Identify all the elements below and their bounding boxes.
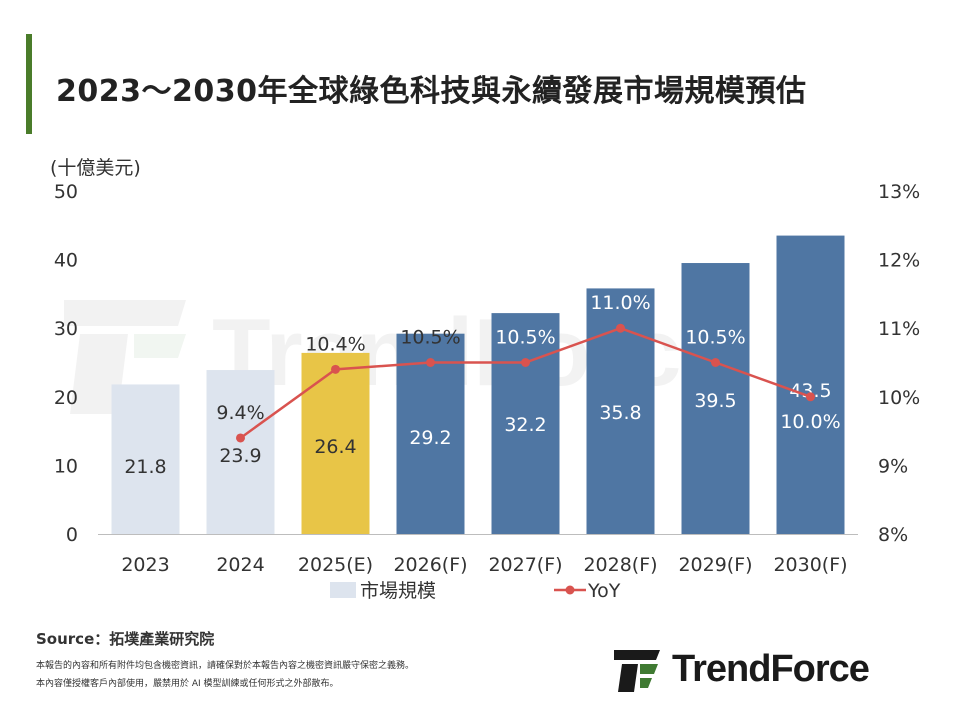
yoy-point xyxy=(426,358,435,367)
source-label: Source：拓墣產業研究院 xyxy=(36,630,215,648)
x-tick-label: 2027(F) xyxy=(488,554,562,576)
chart: TrendForce (十億美元) 0 10 20 30 40 50 8% 9% 10% 11% 12%… xyxy=(50,157,920,602)
y-axis-label: (十億美元) xyxy=(50,157,141,179)
bar xyxy=(111,384,180,534)
bar-value-label: 23.9 xyxy=(219,445,261,467)
y2-tick-label: 12% xyxy=(878,250,920,272)
page-title: 2023～2030年全球綠色科技與永續發展市場規模預估 xyxy=(56,74,807,109)
y2-tick-label: 9% xyxy=(878,455,908,477)
trendforce-logo: TrendForce xyxy=(612,646,932,696)
x-tick-label: 2029(F) xyxy=(678,554,752,576)
legend-label-line: YoY xyxy=(587,580,621,602)
yoy-point xyxy=(711,358,720,367)
title-accent-bar xyxy=(26,34,32,134)
y-tick-label: 20 xyxy=(54,387,78,409)
bar xyxy=(491,313,560,534)
trendforce-logo-text: TrendForce xyxy=(672,648,870,690)
trendforce-logo-icon xyxy=(614,650,660,692)
x-tick-label: 2024 xyxy=(216,554,264,576)
watermark-icon xyxy=(64,300,186,326)
legend-swatch-bar xyxy=(330,582,356,598)
yoy-point xyxy=(521,358,530,367)
y-tick-label: 30 xyxy=(54,318,78,340)
watermark-icon xyxy=(134,334,186,358)
bar xyxy=(396,333,465,534)
x-tick-label: 2026(F) xyxy=(393,554,467,576)
bar xyxy=(301,352,370,534)
yoy-value-label: 10.0% xyxy=(780,411,840,433)
y-tick-label: 40 xyxy=(54,250,78,272)
yoy-value-label: 10.5% xyxy=(495,327,555,349)
yoy-value-label: 10.5% xyxy=(400,327,460,349)
bar-value-label: 29.2 xyxy=(409,427,451,449)
x-tick-label: 2025(E) xyxy=(298,554,373,576)
bar-value-label: 39.5 xyxy=(694,390,736,412)
bar xyxy=(776,235,845,534)
x-tick-label: 2030(F) xyxy=(773,554,847,576)
legend-label-bar: 市場規模 xyxy=(360,580,436,602)
yoy-point xyxy=(331,364,340,374)
bar-value-label: 32.2 xyxy=(504,414,546,436)
yoy-point xyxy=(616,323,625,333)
y2-tick-label: 8% xyxy=(878,524,908,546)
bar-value-label: 21.8 xyxy=(124,456,166,478)
bar-value-label: 43.5 xyxy=(789,380,831,402)
y2-tick-label: 10% xyxy=(878,387,920,409)
bar-value-label: 26.4 xyxy=(314,436,356,458)
legend-swatch-point xyxy=(565,585,575,595)
y-tick-label: 10 xyxy=(54,455,78,477)
watermark-text: TrendForce xyxy=(212,299,735,406)
x-tick-label: 2028(F) xyxy=(583,554,657,576)
y2-tick-label: 11% xyxy=(878,318,920,340)
bar xyxy=(206,370,275,534)
disclaimer-line-2: 本內容僅授權客戶內部使用，嚴禁用於 AI 模型訓練或任何形式之外部散布。 xyxy=(36,679,339,689)
x-tick-label: 2023 xyxy=(121,554,169,576)
yoy-point xyxy=(806,392,815,402)
bar xyxy=(681,263,750,534)
bar-value-label: 35.8 xyxy=(599,402,641,424)
disclaimer-line-1: 本報告的內容和所有附件均包含機密資訊，請確保對於本報告內容之機密資訊嚴守保密之義… xyxy=(36,661,415,671)
yoy-value-label: 10.4% xyxy=(305,333,365,355)
y-tick-label: 0 xyxy=(66,524,78,546)
y-tick-label: 50 xyxy=(54,181,78,203)
yoy-value-label: 9.4% xyxy=(216,402,264,424)
yoy-point xyxy=(236,433,245,443)
yoy-value-label: 11.0% xyxy=(590,292,650,314)
y2-tick-label: 13% xyxy=(878,181,920,203)
yoy-value-label: 10.5% xyxy=(685,327,745,349)
